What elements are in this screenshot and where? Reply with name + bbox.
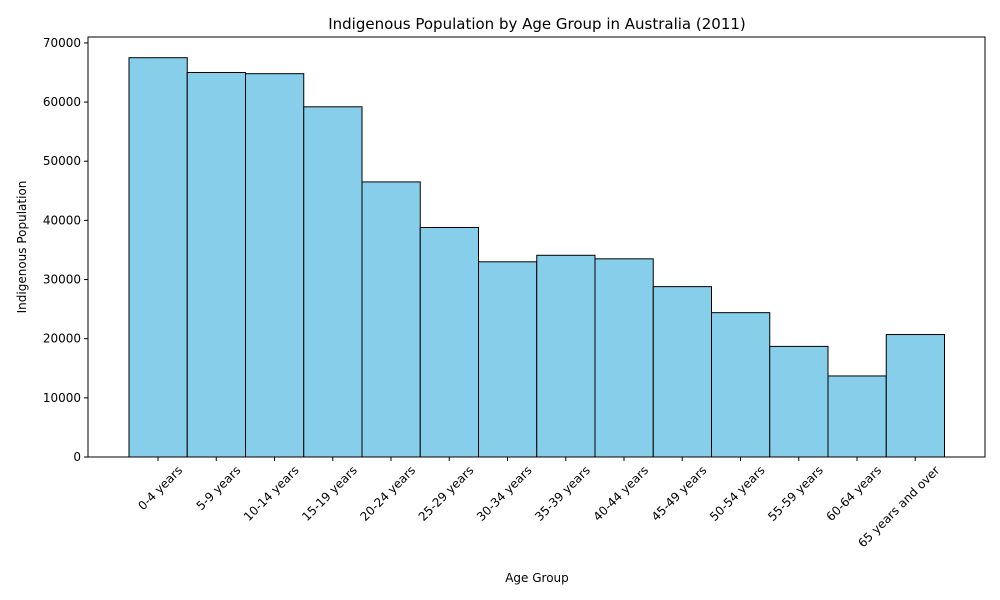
y-tick-label-5: 50000 bbox=[43, 154, 81, 168]
y-tick-label-2: 20000 bbox=[43, 332, 81, 346]
y-tick-label-1: 10000 bbox=[43, 391, 81, 405]
x-tick-label-4: 20-24 years bbox=[358, 463, 419, 524]
x-axis-label: Age Group bbox=[505, 571, 569, 585]
y-tick-label-6: 60000 bbox=[43, 95, 81, 109]
x-tick-label-8: 40-44 years bbox=[591, 463, 652, 524]
plot-frame bbox=[87, 36, 986, 458]
bar-11 bbox=[769, 345, 829, 458]
bars bbox=[128, 57, 945, 458]
chart-title: Indigenous Population by Age Group in Au… bbox=[328, 15, 746, 33]
bar-6 bbox=[478, 261, 538, 458]
x-tick-label-1: 5-9 years bbox=[194, 463, 244, 513]
bar-9 bbox=[652, 286, 712, 458]
y-tick-label-0: 0 bbox=[73, 450, 81, 464]
bar-4 bbox=[361, 181, 421, 458]
bar-5 bbox=[419, 226, 479, 458]
bar-7 bbox=[536, 254, 596, 458]
x-tick-label-0: 0-4 years bbox=[135, 463, 185, 513]
bar-8 bbox=[594, 258, 654, 458]
y-axis: 0 10000 20000 30000 40000 50000 60000 70000 bbox=[43, 36, 88, 464]
bar-12 bbox=[827, 375, 887, 458]
x-tick-label-2: 10-14 years bbox=[241, 463, 302, 524]
bar-2 bbox=[245, 73, 305, 458]
x-tick-label-10: 50-54 years bbox=[707, 463, 768, 524]
y-tick-label-4: 40000 bbox=[43, 213, 81, 227]
bar-0 bbox=[128, 57, 188, 458]
bar-13 bbox=[885, 334, 945, 458]
bar-10 bbox=[711, 312, 771, 458]
x-tick-label-3: 15-19 years bbox=[299, 463, 360, 524]
x-tick-label-5: 25-29 years bbox=[416, 463, 477, 524]
bar-3 bbox=[303, 106, 363, 458]
x-tick-label-6: 30-34 years bbox=[474, 463, 535, 524]
y-axis-label: Indigenous Population bbox=[15, 181, 29, 314]
x-tick-label-11: 55-59 years bbox=[765, 463, 826, 524]
x-tick-label-12: 60-64 years bbox=[824, 463, 885, 524]
x-tick-label-9: 45-49 years bbox=[649, 463, 710, 524]
y-tick-label-3: 30000 bbox=[43, 273, 81, 287]
x-tick-label-7: 35-39 years bbox=[532, 463, 593, 524]
bar-1 bbox=[186, 71, 246, 458]
y-tick-label-7: 70000 bbox=[43, 36, 81, 50]
